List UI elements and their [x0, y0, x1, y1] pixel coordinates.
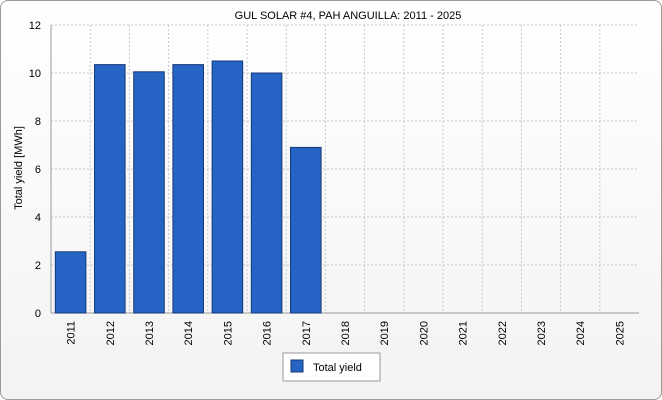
bar-2015 — [211, 60, 244, 314]
bar-2016 — [250, 72, 283, 314]
x-tick-label: 2019 — [379, 321, 391, 345]
bar-2011 — [54, 251, 87, 314]
legend-label: Total yield — [313, 362, 362, 374]
y-tick-label: 10 — [29, 68, 41, 80]
bar-layer — [54, 60, 322, 314]
legend: Total yield — [282, 352, 381, 382]
x-tick-label: 2024 — [575, 321, 587, 345]
x-tick-label: 2016 — [262, 321, 274, 345]
y-tick-label: 12 — [29, 20, 41, 32]
y-tick-label: 2 — [35, 260, 41, 272]
y-tick-label: 0 — [35, 308, 41, 320]
bar-2013 — [133, 71, 165, 314]
x-tick-label: 2013 — [144, 321, 156, 345]
legend-swatch — [290, 359, 304, 373]
chart-title: GUL SOLAR #4, PAH ANGUILLA: 2011 - 2025 — [235, 10, 462, 22]
x-tick-label: 2023 — [536, 321, 548, 345]
y-tick-labels: 0 2 4 6 8 10 12 — [29, 20, 41, 320]
y-tick-label: 6 — [35, 164, 41, 176]
x-tick-label: 2017 — [301, 321, 313, 345]
bar-2017 — [290, 146, 322, 314]
y-tick-label: 8 — [35, 116, 41, 128]
x-tick-labels: 2011 2012 2013 2014 2015 2016 2017 2018 2019 2020… — [66, 321, 627, 345]
x-tick-label: 2025 — [614, 321, 626, 345]
bar-2014 — [172, 64, 204, 314]
y-axis-label: Total yield [MWh] — [13, 126, 25, 210]
x-tick-label: 2014 — [183, 321, 195, 345]
bar-2012 — [94, 64, 126, 314]
x-tick-label: 2015 — [222, 321, 234, 345]
x-tick-label: 2020 — [418, 321, 430, 345]
x-tick-label: 2018 — [340, 321, 352, 345]
x-tick-label: 2021 — [458, 321, 470, 345]
x-tick-label: 2011 — [66, 321, 78, 345]
y-tick-label: 4 — [35, 212, 41, 224]
grid-layer — [51, 24, 639, 313]
x-tick-label: 2012 — [105, 321, 117, 345]
x-tick-label: 2022 — [497, 321, 509, 345]
